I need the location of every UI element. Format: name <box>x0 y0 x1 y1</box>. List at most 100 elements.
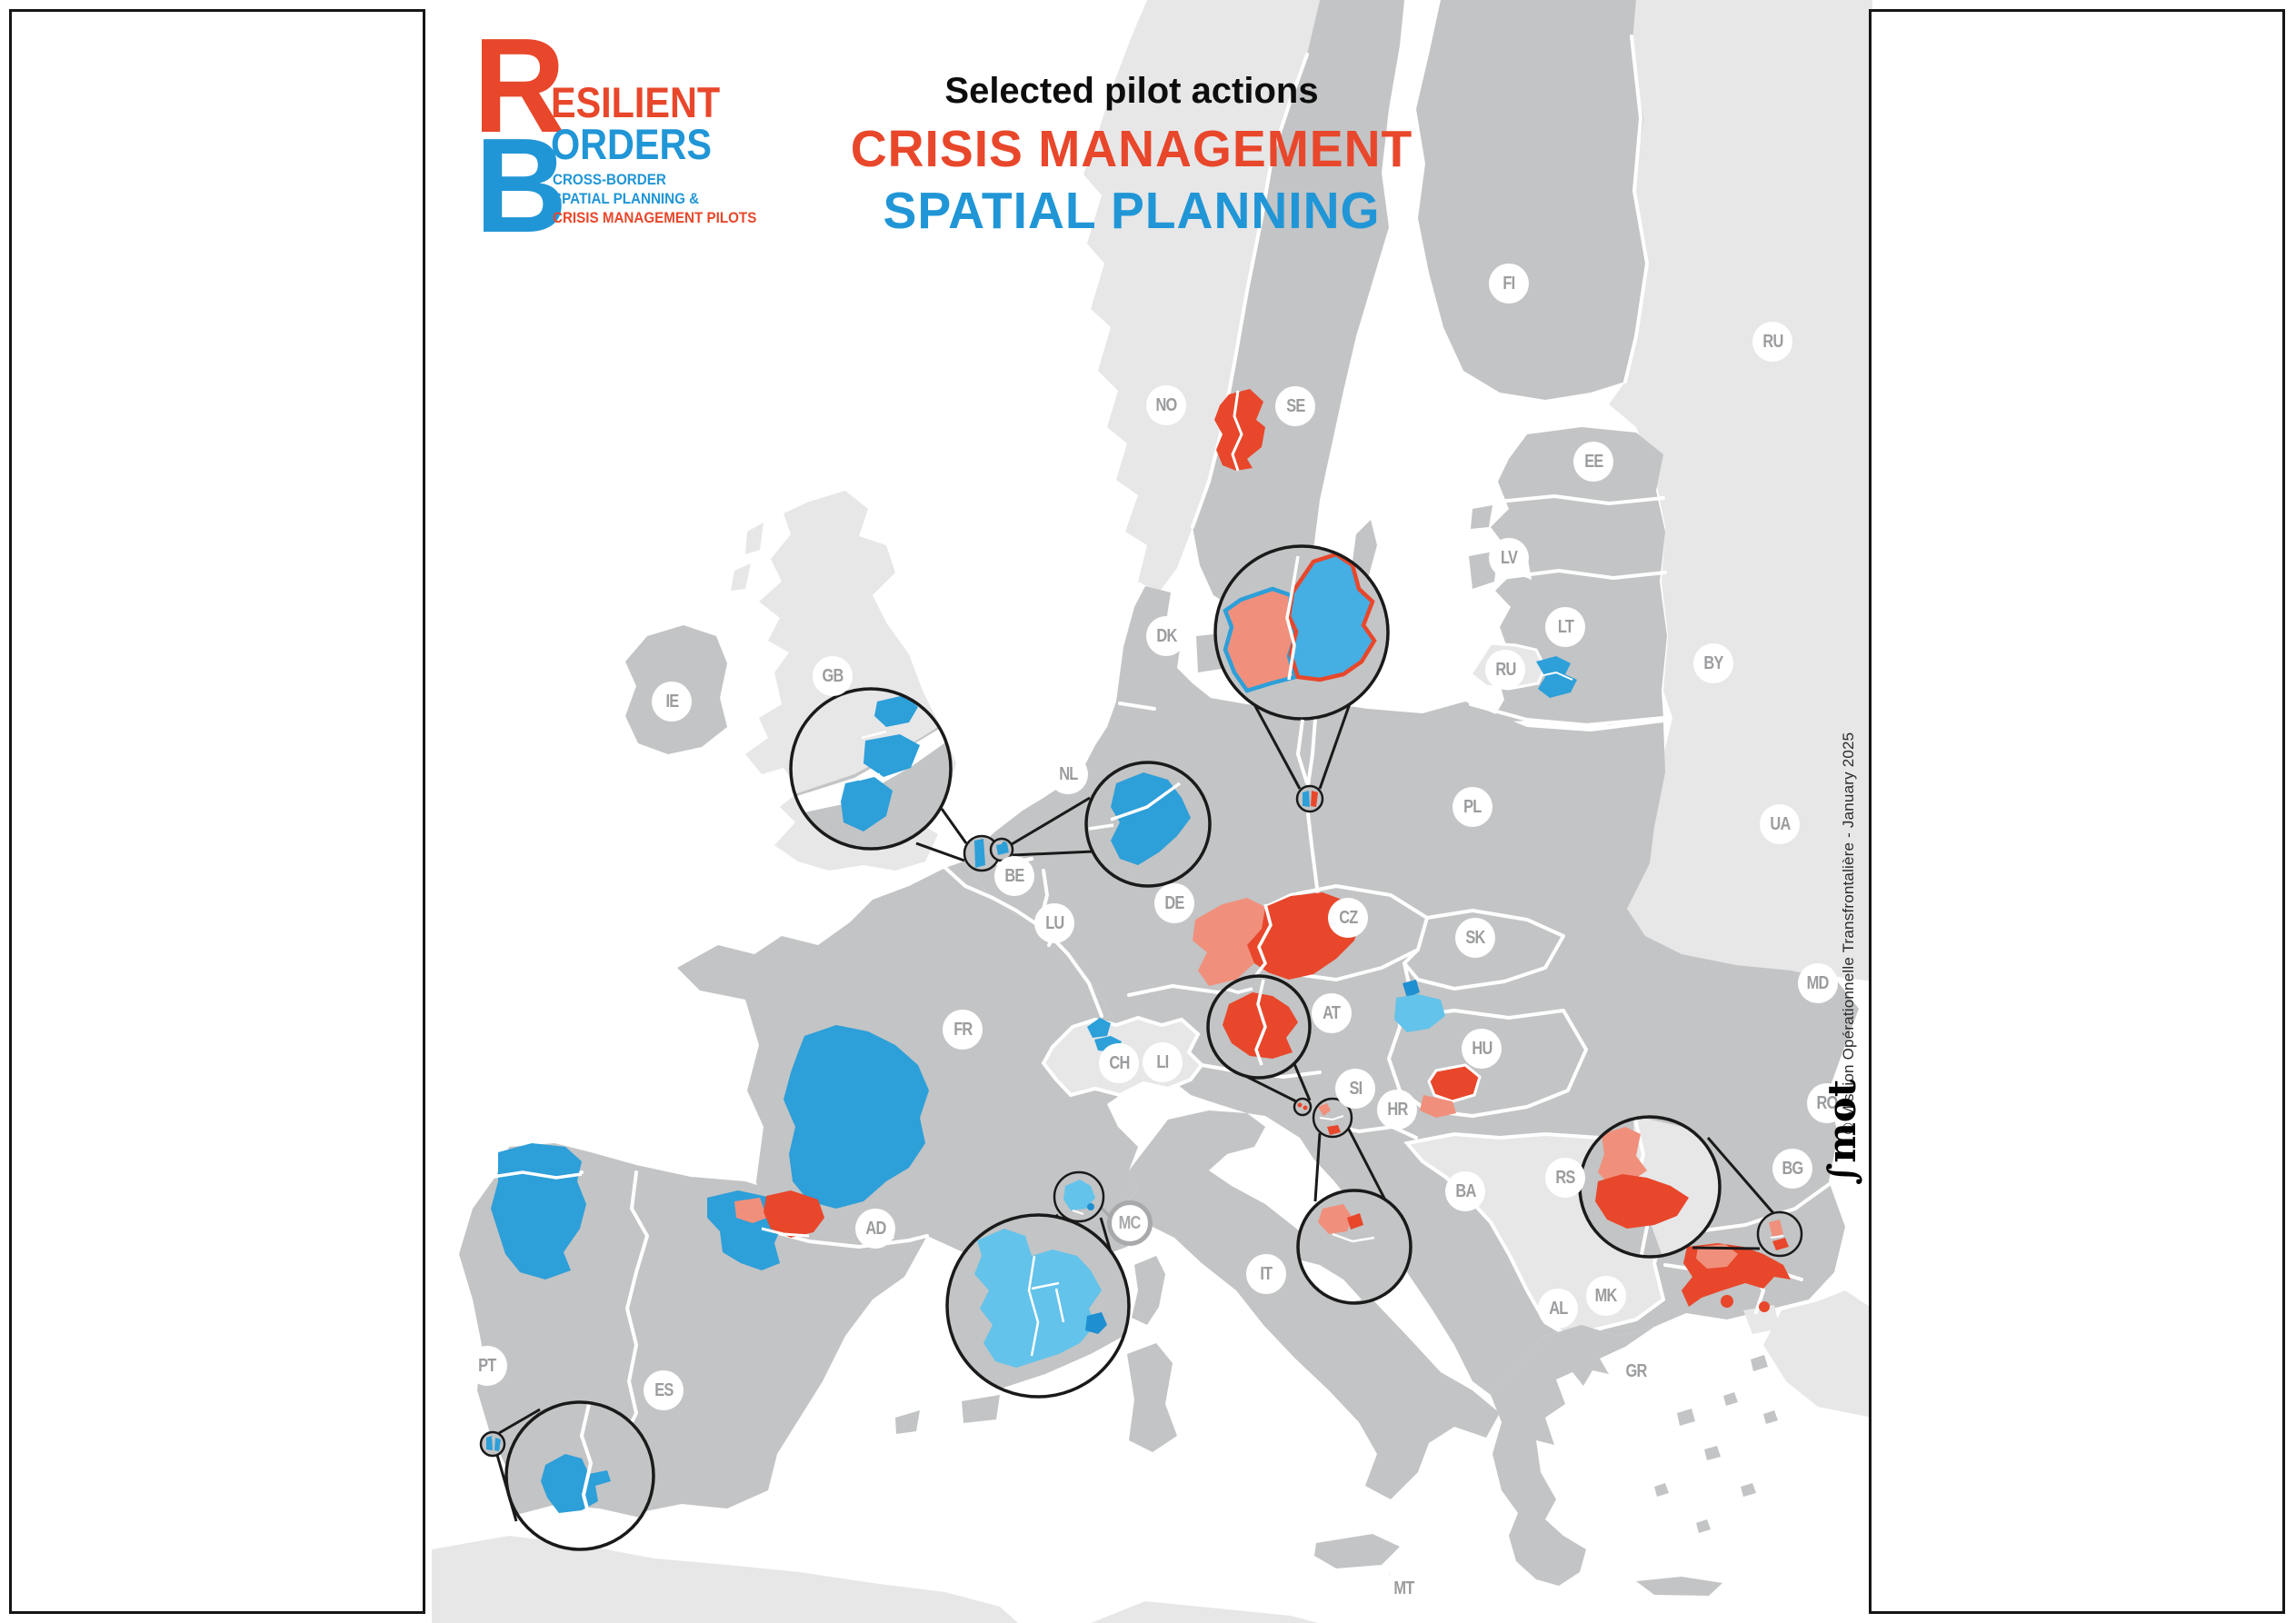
pilot-spatial-aquitaine <box>784 1025 929 1209</box>
country-badge-ee: EE <box>1573 442 1613 482</box>
mot-swash-icon: ∫ <box>1820 1162 1864 1185</box>
islands-hebrides <box>731 523 764 591</box>
country-badge-ua: UA <box>1760 804 1800 844</box>
country-badge-ie: IE <box>652 682 692 722</box>
country-badge-it: IT <box>1246 1254 1286 1294</box>
country-badge-sk: SK <box>1455 918 1495 958</box>
inset-oder-small-blue <box>1303 791 1310 807</box>
logo-word-resilient: ESILIENT <box>551 78 721 126</box>
country-badge-pt: PT <box>467 1346 507 1386</box>
inset-istria-red-strip <box>1347 1213 1363 1230</box>
region-north-africa <box>432 1536 1318 1623</box>
inset-slovenia-red-bit <box>1327 1125 1341 1135</box>
inset-oder <box>1213 544 1390 813</box>
inset-channel <box>789 687 953 851</box>
mot-logo: ∫mot <box>1820 1080 1864 1185</box>
inset-guadiana-blue-region <box>541 1454 611 1513</box>
region-russia-belarus-ukraine <box>1609 0 1872 981</box>
pilot-crisis-saxony-salmon <box>1193 898 1265 986</box>
title-crisis-management: CRISIS MANAGEMENT <box>850 120 1413 178</box>
country-badge-ru: RU <box>1752 322 1792 362</box>
country-badge-ch: CH <box>1099 1043 1139 1083</box>
resilient-borders-logo: R B ESILIENT ORDERS CROSS-BORDER SPATIAL… <box>471 11 771 261</box>
country-badge-mt: MT <box>1383 1568 1423 1608</box>
pilot-crisis-island-dot2 <box>1759 1301 1770 1312</box>
country-badge-si: SI <box>1335 1069 1375 1109</box>
island-corsica <box>1132 1256 1165 1325</box>
islands-aegean <box>1636 1355 1778 1596</box>
logo-tagline-2: SPATIAL PLANNING & <box>553 191 700 207</box>
inset-istria <box>1296 1189 1413 1305</box>
country-greece <box>1491 1325 1654 1586</box>
inset-slovenia-small-circle <box>1312 1097 1353 1139</box>
inset-rsbg-salmon-region <box>1598 1127 1647 1186</box>
country-norway <box>1083 0 1320 592</box>
pilot-crisis-hungary-croatia-red <box>1427 1063 1482 1103</box>
inset-serbia-bulgaria <box>1578 1115 1803 1259</box>
inset-channel-blue-regions <box>841 695 920 831</box>
country-badge-rs: RS <box>1545 1158 1585 1198</box>
inset-provence <box>945 1170 1131 1399</box>
country-badge-lv: LV <box>1489 538 1529 578</box>
country-badge-lu: LU <box>1034 903 1074 943</box>
country-badge-cz: CZ <box>1328 898 1368 938</box>
country-badge-fr: FR <box>943 1010 983 1050</box>
pilot-regions <box>491 389 1791 1312</box>
pilot-spatial-neman <box>1536 656 1577 698</box>
inset-istria-salmon-region <box>1318 1204 1353 1234</box>
country-badge-se: SE <box>1275 386 1315 426</box>
pilot-crisis-hungary-croatia-salmon <box>1420 1095 1456 1118</box>
mot-wordmark: mot <box>1820 1079 1864 1163</box>
country-badge-md: MD <box>1798 963 1838 1003</box>
country-badge-lt: LT <box>1545 607 1585 647</box>
country-badge-gb: GB <box>813 656 853 696</box>
inset-slovenia-salmon-bit <box>1318 1103 1331 1116</box>
inset-saar <box>1084 761 1212 888</box>
pilot-spatial-vienna-dark <box>1403 980 1420 998</box>
pilot-crisis-navarre-salmon <box>734 1198 767 1223</box>
country-finland <box>1416 0 1647 400</box>
country-badge-bg: BG <box>1772 1149 1812 1189</box>
country-badge-ad: AD <box>855 1209 895 1249</box>
country-badge-fi: FI <box>1489 264 1529 304</box>
inset-salzburg-red-region <box>1223 992 1298 1059</box>
logo-letter-b: B <box>474 111 568 261</box>
islands-balearic <box>895 1395 1000 1434</box>
logo-tagline-3: CRISIS MANAGEMENT PILOTS <box>553 210 757 226</box>
inset-belgium-small-circles <box>963 834 1014 872</box>
left-blank-panel <box>9 9 425 1614</box>
country-italy <box>1120 1110 1500 1499</box>
country-badge-de: DE <box>1154 883 1194 923</box>
country-badge-nl: NL <box>1048 754 1088 794</box>
pilot-crisis-evros-salmon <box>1696 1244 1738 1269</box>
country-badge-no: NO <box>1146 385 1186 425</box>
logo-word-borders: ORDERS <box>551 120 712 168</box>
country-badge-gr: GR <box>1616 1351 1656 1391</box>
inset-saar-blue-region <box>1111 772 1191 865</box>
copyright-credit: © Mission Opérationnelle Transfrontalièr… <box>1840 732 1857 1134</box>
country-badge-pl: PL <box>1452 787 1492 827</box>
country-badge-at: AT <box>1312 993 1352 1033</box>
country-badge-by: BY <box>1693 643 1733 683</box>
country-badge-hu: HU <box>1462 1029 1502 1069</box>
island-hiiumaa <box>1471 505 1492 529</box>
country-badge-al: AL <box>1538 1289 1578 1329</box>
inset-belgium-blue-bar <box>974 839 985 868</box>
country-badge-ro: RO <box>1807 1083 1847 1123</box>
subtitle-selected-pilot-actions: Selected pilot actions <box>944 71 1319 111</box>
inset-oder-small-red <box>1311 791 1318 807</box>
inset-rsbg-small-red <box>1772 1238 1789 1250</box>
country-turkey <box>1743 1290 1872 1418</box>
island-sardinia <box>1127 1343 1177 1452</box>
logo-letter-r: R <box>473 11 566 161</box>
country-badge-mk: MK <box>1586 1276 1626 1316</box>
pilot-crisis-island-dot1 <box>1721 1295 1733 1308</box>
inset-provence-darkblue-region <box>1085 1312 1107 1334</box>
country-badge-hr: HR <box>1377 1090 1417 1130</box>
inset-salzburg <box>1206 974 1313 1117</box>
inset-guadiana <box>479 1400 655 1551</box>
inset-oder-salmon-region <box>1223 586 1298 693</box>
island-sicily <box>1314 1534 1400 1568</box>
country-badge-ba: BA <box>1445 1171 1485 1211</box>
